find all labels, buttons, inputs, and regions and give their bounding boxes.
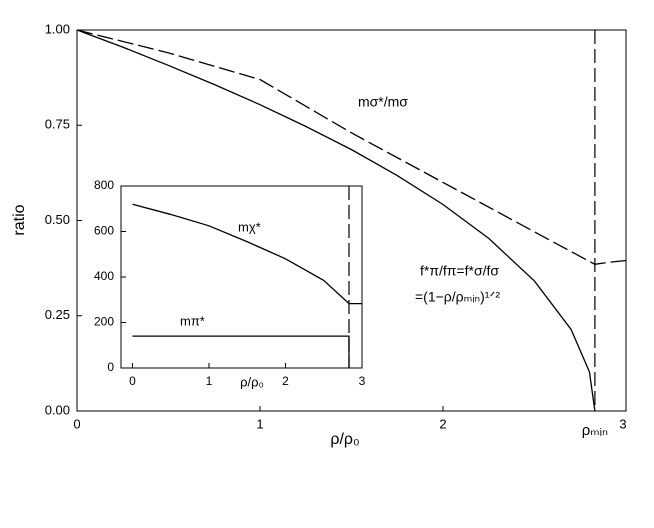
x-tick-label: ρₘᵢₙ bbox=[582, 422, 608, 439]
x-axis-label: ρ/ρ₀ bbox=[330, 431, 359, 448]
x-tick-label: 3 bbox=[619, 416, 626, 431]
x-tick-label: 0 bbox=[73, 416, 80, 431]
curve bbox=[132, 203, 362, 305]
x-tick-label: 1 bbox=[206, 374, 213, 388]
plot-frame bbox=[120, 185, 363, 369]
x-axis-label: ρ/ρ₀ bbox=[240, 374, 264, 389]
y-tick-label: 400 bbox=[94, 269, 114, 283]
curve bbox=[76, 29, 627, 265]
y-tick-label: 1.00 bbox=[45, 21, 70, 36]
y-axis-label: ratio bbox=[11, 204, 28, 235]
y-tick-label: 800 bbox=[94, 178, 114, 192]
curve-label: mχ* bbox=[238, 219, 261, 234]
x-tick-label: 0 bbox=[129, 374, 136, 388]
y-tick-label: 200 bbox=[94, 315, 114, 329]
curve bbox=[76, 29, 596, 412]
plot-frame bbox=[76, 29, 627, 412]
y-tick-label: 0.75 bbox=[45, 117, 70, 132]
x-tick-label: 2 bbox=[282, 374, 289, 388]
y-tick-label: 0.25 bbox=[45, 307, 70, 322]
y-tick-label: 0.50 bbox=[45, 212, 70, 227]
x-tick-label: 2 bbox=[439, 416, 446, 431]
curve bbox=[132, 335, 350, 368]
curve-label: mπ* bbox=[180, 313, 205, 328]
formula: =(1−ρ/ρₘᵢₙ)¹ᐟ² bbox=[415, 289, 500, 305]
y-tick-label: 600 bbox=[94, 224, 114, 238]
curve-label: f*π/fπ=f*σ/fσ bbox=[420, 263, 499, 279]
y-tick-label: 0 bbox=[107, 360, 114, 374]
x-tick-label: 3 bbox=[359, 374, 366, 388]
x-tick-label: 1 bbox=[256, 416, 263, 431]
y-tick-label: 0.00 bbox=[45, 402, 70, 417]
curve-label: mσ*/mσ bbox=[358, 94, 408, 110]
